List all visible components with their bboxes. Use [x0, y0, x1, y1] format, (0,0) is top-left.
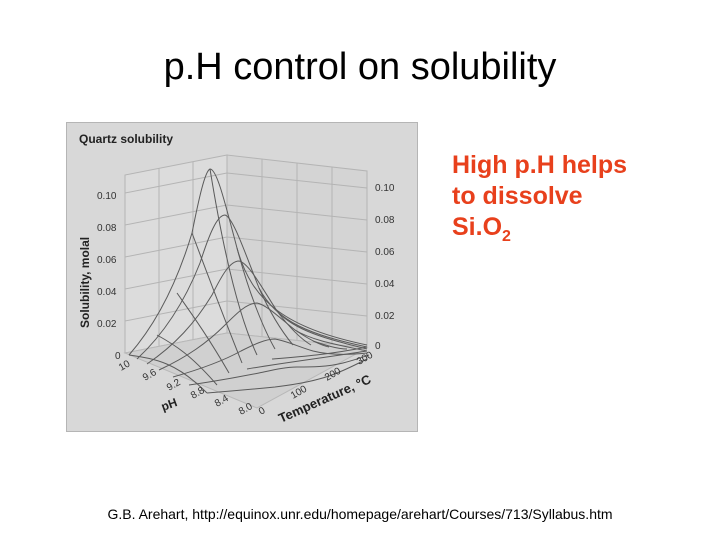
z-tick: 0.02: [375, 311, 395, 322]
callout-formula: Si.O2: [452, 212, 692, 252]
z-tick: 0.08: [375, 215, 395, 226]
ph-tick: 9.2: [165, 377, 183, 394]
z-tick: 0.06: [97, 255, 117, 266]
temperature-tick: 0: [257, 405, 268, 418]
ph-tick: 8.8: [189, 385, 207, 402]
z-tick: 0.02: [97, 319, 117, 330]
z-axis-label: Solubility, molal: [78, 237, 92, 328]
z-tick: 0.04: [97, 287, 117, 298]
figure-title: Quartz solubility: [79, 132, 173, 146]
formula-subscript: 2: [502, 228, 511, 245]
z-tick: 0.06: [375, 247, 395, 258]
z-tick: 0.04: [375, 279, 395, 290]
page-title: p.H control on solubility: [163, 46, 557, 88]
z-tick: 0: [375, 341, 381, 352]
z-tick: 0: [115, 351, 121, 362]
callout-text: High p.H helps to dissolve Si.O2: [452, 150, 692, 252]
ph-axis-label: pH: [159, 395, 179, 414]
ph-tick: 9.6: [141, 367, 159, 384]
ph-tick: 10: [117, 358, 133, 373]
z-tick: 0.10: [97, 191, 117, 202]
quartz-solubility-figure: Quartz solubility: [66, 122, 418, 432]
z-tick: 0.08: [97, 223, 117, 234]
back-walls: [124, 154, 368, 354]
z-tick: 0.10: [375, 183, 395, 194]
formula-main: Si.O: [452, 213, 503, 241]
callout-line-1: High p.H helps: [452, 151, 627, 179]
callout-line-2: to dissolve: [452, 182, 583, 210]
z-axis: Solubility, molal 0 0.02 0.04 0.06 0.08 …: [78, 183, 395, 362]
solubility-surface: [128, 168, 370, 394]
citation: G.B. Arehart, http://equinox.unr.edu/hom…: [107, 506, 613, 522]
floor-grid: [123, 332, 369, 409]
solubility-surface-plot: Quartz solubility: [78, 132, 395, 426]
